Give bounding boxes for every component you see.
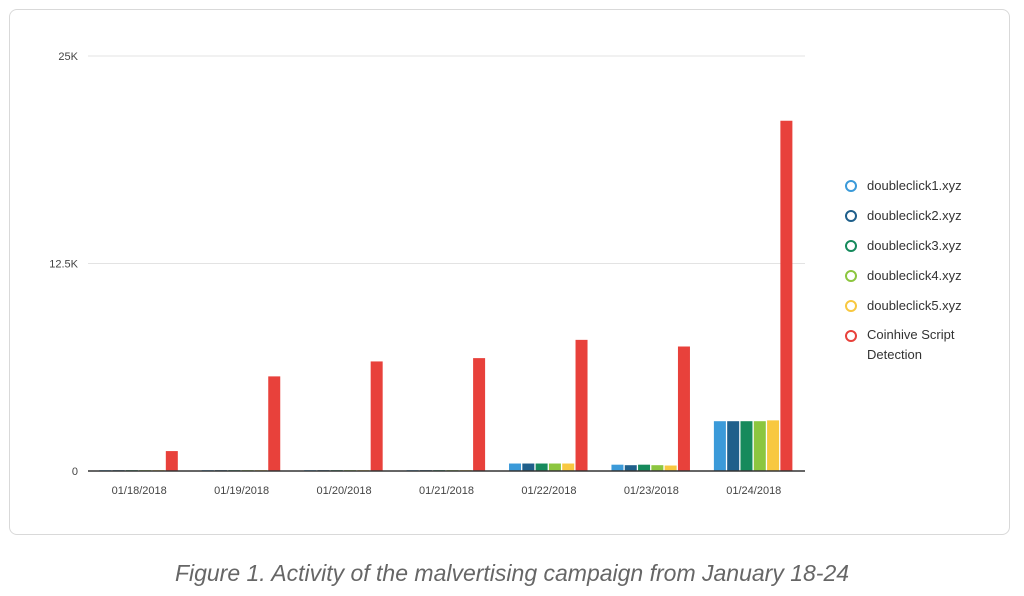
bar-coinhive-script-detection [677, 346, 690, 471]
legend-marker-icon [845, 210, 857, 222]
x-tick-label: 01/21/2018 [419, 485, 474, 497]
chart-card [9, 9, 1010, 535]
bar-doubleclick4-xyz [548, 463, 561, 471]
bar-doubleclick2-xyz [727, 421, 740, 471]
legend-marker-icon [845, 300, 857, 312]
bar-doubleclick5-xyz [664, 465, 677, 471]
bar-doubleclick3-xyz [740, 421, 753, 471]
legend-item[interactable]: doubleclick4.xyz [845, 268, 967, 298]
legend-item[interactable]: doubleclick5.xyz [845, 298, 967, 328]
bar-doubleclick1-xyz [509, 463, 522, 471]
legend-label: doubleclick1.xyz [867, 178, 962, 193]
bar-doubleclick2-xyz [522, 463, 535, 471]
x-tick-label: 01/23/2018 [624, 485, 679, 497]
y-tick-label: 0 [72, 466, 78, 478]
bar-doubleclick4-xyz [753, 421, 766, 471]
bar-doubleclick3-xyz [535, 463, 548, 471]
bar-coinhive-script-detection [575, 339, 588, 471]
bar-coinhive-script-detection [473, 358, 486, 471]
bar-doubleclick3-xyz [638, 464, 651, 471]
bar-coinhive-script-detection [370, 361, 383, 471]
x-tick-label: 01/19/2018 [214, 485, 269, 497]
legend-marker-icon [845, 270, 857, 282]
bar-doubleclick5-xyz [562, 463, 575, 471]
legend-marker-icon [845, 240, 857, 252]
legend-item[interactable]: Coinhive Script Detection [845, 327, 967, 362]
legend: doubleclick1.xyz doubleclick2.xyz doublecl… [845, 178, 967, 362]
figure-caption: Figure 1. Activity of the malvertising c… [174, 560, 850, 586]
x-tick-label: 01/24/2018 [726, 485, 781, 497]
legend-marker-icon [845, 330, 857, 342]
legend-item[interactable]: doubleclick1.xyz [845, 178, 967, 208]
bar-doubleclick1-xyz [611, 464, 624, 471]
x-tick-label: 01/22/2018 [521, 485, 576, 497]
y-tick-label: 25K [58, 51, 78, 63]
bar-coinhive-script-detection [268, 376, 281, 471]
x-tick-label: 01/20/2018 [317, 485, 372, 497]
bar-doubleclick2-xyz [624, 465, 637, 471]
legend-marker-icon [845, 180, 857, 192]
legend-label: doubleclick5.xyz [867, 298, 962, 313]
bar-coinhive-script-detection [165, 451, 178, 471]
legend-label: Coinhive Script Detection [867, 327, 955, 362]
legend-label: doubleclick2.xyz [867, 208, 962, 223]
legend-item[interactable]: doubleclick2.xyz [845, 208, 967, 238]
bar-doubleclick5-xyz [767, 420, 780, 471]
x-tick-label: 01/18/2018 [112, 485, 167, 497]
y-tick-label: 12.5K [49, 259, 78, 271]
bar-doubleclick4-xyz [651, 465, 664, 471]
legend-label: doubleclick4.xyz [867, 268, 962, 283]
legend-label: doubleclick3.xyz [867, 238, 962, 253]
legend-item[interactable]: doubleclick3.xyz [845, 238, 967, 268]
bar-doubleclick1-xyz [713, 421, 726, 471]
bar-coinhive-script-detection [780, 120, 793, 472]
